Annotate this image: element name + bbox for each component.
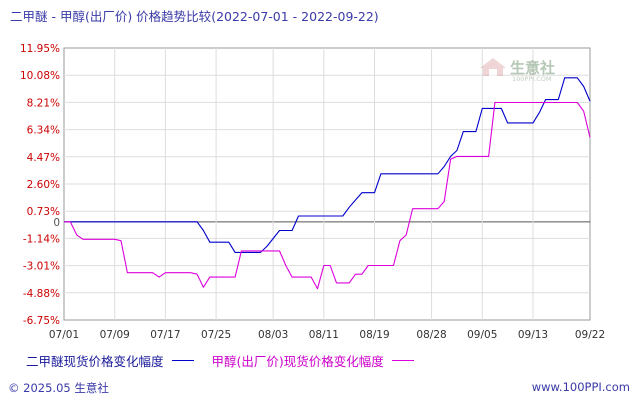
y-tick-label: -3.01% <box>23 261 60 273</box>
y-tick-label: 4.47% <box>27 152 60 164</box>
y-tick-label: -4.88% <box>23 288 60 300</box>
legend-swatch-series1 <box>171 360 194 361</box>
y-tick-label: -1.14% <box>23 233 60 245</box>
chart-title: 二甲醚 - 甲醇(出厂价) 价格趋势比较(2022-07-01 - 2022-0… <box>10 6 379 25</box>
watermark-text: 生意社 <box>510 58 556 77</box>
x-tick-label: 08/19 <box>359 329 389 341</box>
y-tick-label: 0 <box>53 217 60 229</box>
x-tick-label: 07/25 <box>201 329 231 341</box>
y-tick-label: 2.60% <box>27 179 60 191</box>
y-tick-label: -6.75% <box>23 315 60 327</box>
legend-label-series2: 甲醇(出厂价)现货价格变化幅度 <box>211 354 384 369</box>
y-tick-label: 10.08% <box>20 70 60 82</box>
x-tick-label: 09/05 <box>467 329 497 341</box>
watermark-house-icon <box>480 58 506 76</box>
x-tick-label: 08/03 <box>258 329 288 341</box>
legend: 二甲醚现货价格变化幅度 甲醇(出厂价)现货价格变化幅度 <box>26 351 432 370</box>
watermark: 生意社 100PPI.COM <box>478 56 556 83</box>
y-tick-label: 11.95% <box>20 43 60 55</box>
x-tick-label: 07/01 <box>49 329 79 341</box>
series-line-2 <box>64 101 591 290</box>
y-tick-label: 6.34% <box>27 125 60 137</box>
chart-title-main: 二甲醚 - 甲醇(出厂价) 价格趋势比较 <box>10 9 212 24</box>
chart-title-range: (2022-07-01 - 2022-09-22) <box>211 9 379 24</box>
watermark-sub: 100PPI.COM <box>512 75 552 83</box>
legend-item-series1: 二甲醚现货价格变化幅度 <box>26 351 194 370</box>
legend-item-series2: 甲醇(出厂价)现货价格变化幅度 <box>212 351 414 370</box>
y-tick-label: 0.73% <box>27 206 60 218</box>
x-tick-label: 08/11 <box>309 329 339 341</box>
x-tick-label: 08/28 <box>416 329 446 341</box>
x-tick-label: 07/17 <box>150 329 180 341</box>
x-tick-label: 09/22 <box>575 329 605 341</box>
series-line-1 <box>64 77 591 253</box>
x-tick-label: 09/13 <box>518 329 548 341</box>
y-tick-label: 8.21% <box>27 97 60 109</box>
legend-label-series1: 二甲醚现货价格变化幅度 <box>26 354 164 369</box>
legend-swatch-series2 <box>391 360 414 361</box>
x-tick-label: 07/09 <box>100 329 130 341</box>
footer-url: www.100PPI.com <box>531 380 630 394</box>
footer-copyright: © 2025.05 生意社 <box>8 381 109 395</box>
